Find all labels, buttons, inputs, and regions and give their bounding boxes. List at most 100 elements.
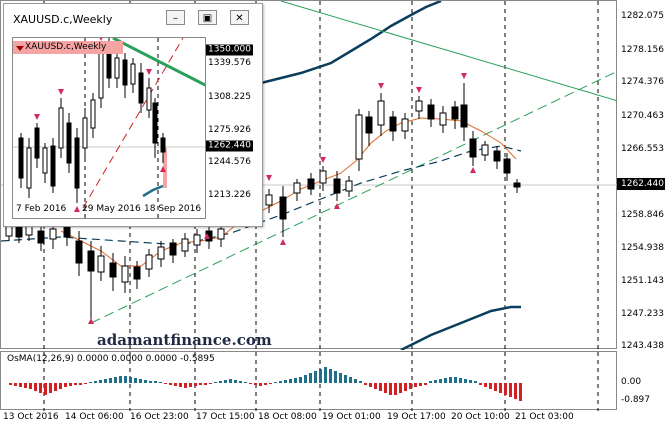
osma-bar — [204, 383, 207, 385]
time-axis[interactable]: 13 Oct 2016 14 Oct 06:00 16 Oct 23:00 17… — [0, 410, 665, 425]
osma-bar — [44, 383, 47, 395]
osma-bar — [324, 367, 327, 383]
price-label: 1243.438 — [621, 341, 664, 351]
dropdown-triangle-icon[interactable] — [16, 46, 24, 51]
price-label: 1278.156 — [621, 45, 664, 55]
osma-bar — [274, 382, 277, 383]
osma-bar — [164, 383, 167, 384]
osma-bar — [54, 383, 57, 391]
weekly-chart-window[interactable]: XAUUSD.c,Weekly – ▣ ✕ — [3, 3, 263, 227]
upper-band — [260, 1, 442, 85]
mini-price-label: 1350.000 — [206, 44, 253, 56]
osma-bar — [459, 378, 462, 383]
minimize-button[interactable]: – — [166, 10, 185, 25]
candles-layer — [5, 83, 521, 323]
osma-bar — [254, 383, 257, 385]
osma-bar — [174, 383, 177, 386]
mini-time-label: 7 Feb 2016 — [16, 204, 67, 214]
osma-bar — [419, 383, 422, 386]
time-label: 13 Oct 2016 — [3, 412, 59, 422]
osma-bar — [129, 377, 132, 383]
mini-price-axis: 1350.000 1339.576 1308.225 1275.926 1262… — [206, 37, 262, 219]
mini-window-titlebar[interactable]: XAUUSD.c,Weekly – ▣ ✕ — [4, 4, 262, 32]
osma-bar — [309, 373, 312, 383]
osma-axis-label: -0.897 — [621, 395, 651, 405]
osma-bar — [234, 380, 237, 383]
osma-bar — [109, 378, 112, 383]
watermark: adamantfinance.com — [97, 331, 272, 349]
osma-bar — [279, 381, 282, 383]
osma-bar — [479, 383, 482, 385]
osma-bar — [294, 378, 297, 383]
osma-bar — [319, 369, 322, 383]
price-axis[interactable]: 1282.075 1278.156 1274.376 1270.463 1266… — [617, 0, 665, 351]
osma-bar — [499, 383, 502, 393]
price-label: 1282.075 — [621, 11, 664, 21]
osma-bar — [119, 376, 122, 383]
osma-bar — [214, 382, 217, 383]
osma-bar — [469, 380, 472, 383]
mini-symbol-label[interactable]: XAUUSD.c,Weekly — [13, 41, 123, 54]
osma-bar — [249, 383, 252, 384]
osma-bar — [194, 383, 197, 386]
osma-bar — [114, 377, 117, 383]
osma-bar — [229, 379, 232, 383]
osma-bar — [399, 383, 402, 393]
osma-bar — [259, 383, 262, 386]
osma-bar — [49, 383, 52, 393]
osma-bar — [509, 383, 512, 397]
osma-bar — [514, 383, 517, 399]
osma-bar — [504, 383, 507, 395]
osma-bar — [494, 383, 497, 391]
osma-bar — [429, 381, 432, 383]
osma-bar — [9, 383, 12, 385]
osma-bar — [19, 383, 22, 387]
osma-panel[interactable]: OsMA(12,26,9) 0.0000 0.0000 0.0000 -0.58… — [0, 351, 617, 411]
osma-bar — [374, 383, 377, 389]
mini-red-trend — [82, 38, 184, 209]
osma-bar — [74, 383, 77, 385]
mini-price-label: 1213.226 — [208, 190, 251, 200]
osma-bar — [329, 369, 332, 383]
osma-bar — [489, 383, 492, 389]
osma-bar — [354, 379, 357, 383]
price-label: 1266.553 — [621, 144, 664, 154]
osma-bar — [134, 378, 137, 383]
restore-button[interactable]: ▣ — [198, 10, 217, 25]
osma-bar — [464, 379, 467, 383]
osma-axis: 0.00 -0.897 — [617, 351, 665, 410]
mini-chart-area[interactable] — [12, 37, 206, 219]
osma-bar — [434, 380, 437, 383]
osma-bar — [29, 383, 32, 389]
osma-bar — [199, 383, 202, 385]
osma-bar — [264, 383, 267, 385]
osma-bar — [59, 383, 62, 389]
osma-label: OsMA(12,26,9) 0.0000 0.0000 0.0000 -0.58… — [7, 354, 215, 364]
osma-bar — [369, 383, 372, 387]
osma-bar — [394, 383, 397, 395]
time-label: 16 Oct 23:00 — [130, 412, 189, 422]
osma-bar — [334, 371, 337, 383]
mini-price-label: 1308.225 — [208, 92, 251, 102]
mini-price-label: 1262.440 — [206, 140, 253, 152]
osma-bar — [189, 383, 192, 387]
osma-bar — [104, 379, 107, 383]
osma-canvas — [9, 352, 599, 411]
close-button[interactable]: ✕ — [230, 10, 249, 25]
osma-bar — [314, 371, 317, 383]
osma-bar — [519, 383, 522, 401]
osma-bar — [79, 383, 82, 385]
osma-bar — [159, 382, 162, 383]
osma-histogram — [9, 367, 522, 401]
current-price-badge: 1262.440 — [617, 178, 665, 190]
osma-bar — [299, 377, 302, 383]
osma-bar — [39, 383, 42, 393]
osma-bar — [289, 379, 292, 383]
osma-bar — [304, 375, 307, 383]
mini-window-title: XAUUSD.c,Weekly — [13, 13, 113, 26]
price-label: 1247.233 — [621, 309, 664, 319]
osma-bar — [139, 379, 142, 383]
osma-bar — [444, 378, 447, 383]
time-label: 17 Oct 15:00 — [196, 412, 255, 422]
mini-price-label: 1339.576 — [208, 58, 251, 68]
